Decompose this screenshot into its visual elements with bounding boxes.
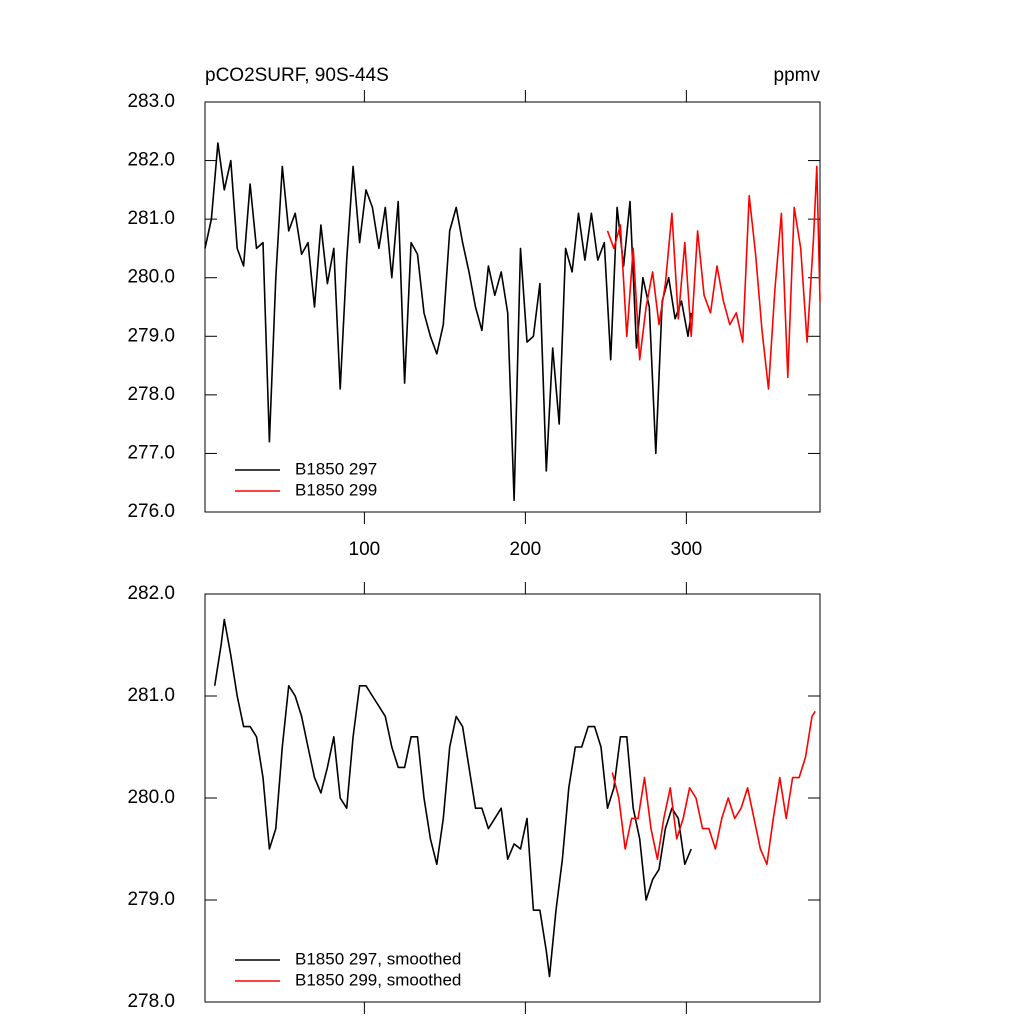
x-tick-label: 100 [349,539,381,560]
legend-label: B1850 299 [295,480,377,499]
y-tick-label: 279.0 [127,325,175,346]
x-tick-label: 300 [671,539,703,560]
series-line [611,710,816,866]
y-tick-label: 282.0 [127,583,175,604]
y-tick-label: 277.0 [127,442,175,463]
y-tick-label: 279.0 [127,889,175,910]
x-tick-label: 200 [510,539,542,560]
legend-label: B1850 299, smoothed [295,970,461,989]
y-tick-label: 276.0 [127,501,175,522]
series-line [204,142,692,502]
y-tick-label: 280.0 [127,787,175,808]
y-tick-label: 281.0 [127,685,175,706]
series-line [213,618,692,978]
y-tick-label: 282.0 [127,150,175,171]
y-tick-label: 278.0 [127,991,175,1012]
series-line [606,165,821,390]
plot-frame [204,101,821,513]
units-label: ppmv [774,65,821,86]
chart-title: pCO2SURF, 90S-44S [205,65,389,86]
y-tick-label: 283.0 [127,91,175,112]
y-tick-label: 280.0 [127,267,175,288]
legend-label: B1850 297, smoothed [295,949,461,968]
y-tick-label: 281.0 [127,208,175,229]
legend-label: B1850 297 [295,459,377,478]
y-tick-label: 278.0 [127,384,175,405]
